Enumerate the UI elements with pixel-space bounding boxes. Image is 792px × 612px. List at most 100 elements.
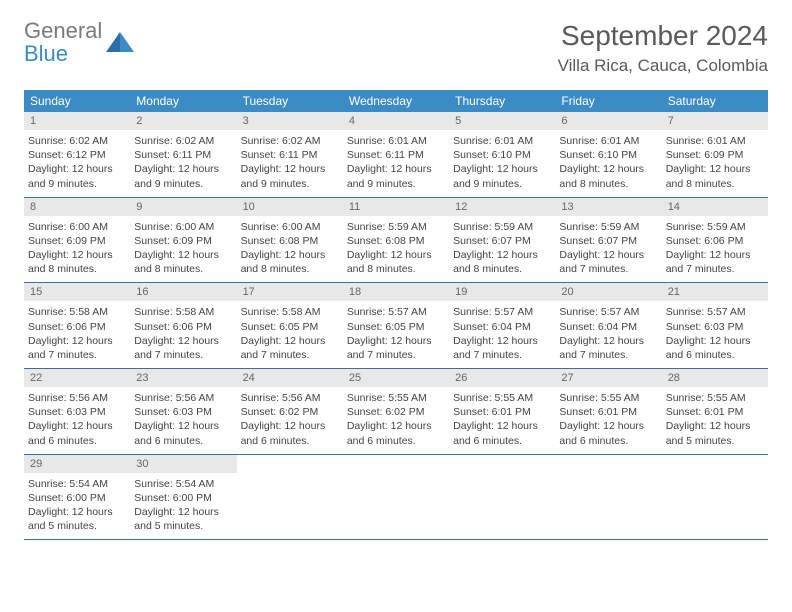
day-number: 3 xyxy=(237,112,343,130)
sunset-text: Sunset: 6:03 PM xyxy=(666,320,764,334)
day-cell: 30Sunrise: 5:54 AMSunset: 6:00 PMDayligh… xyxy=(130,455,236,540)
logo-blue-text: Blue xyxy=(24,41,68,66)
daylight-text: Daylight: 12 hours and 8 minutes. xyxy=(241,248,339,276)
day-number: 22 xyxy=(24,369,130,387)
day-header: Friday xyxy=(555,90,661,112)
day-cell: 25Sunrise: 5:55 AMSunset: 6:02 PMDayligh… xyxy=(343,369,449,454)
sunrise-text: Sunrise: 6:02 AM xyxy=(28,134,126,148)
day-body: Sunrise: 5:54 AMSunset: 6:00 PMDaylight:… xyxy=(24,473,130,534)
sunset-text: Sunset: 6:03 PM xyxy=(134,405,232,419)
day-cell: 23Sunrise: 5:56 AMSunset: 6:03 PMDayligh… xyxy=(130,369,236,454)
day-body: Sunrise: 5:59 AMSunset: 6:06 PMDaylight:… xyxy=(662,216,768,277)
sunset-text: Sunset: 6:02 PM xyxy=(241,405,339,419)
sunrise-text: Sunrise: 5:55 AM xyxy=(666,391,764,405)
day-number: 6 xyxy=(555,112,661,130)
day-header: Sunday xyxy=(24,90,130,112)
day-cell: 12Sunrise: 5:59 AMSunset: 6:07 PMDayligh… xyxy=(449,198,555,283)
sunrise-text: Sunrise: 5:59 AM xyxy=(453,220,551,234)
sunrise-text: Sunrise: 5:59 AM xyxy=(666,220,764,234)
daylight-text: Daylight: 12 hours and 5 minutes. xyxy=(134,505,232,533)
day-cell: .. xyxy=(555,455,661,540)
day-cell: 15 Sunrise: 5:58 AMSunset: 6:06 PMDayligh… xyxy=(24,283,130,368)
day-number: 13 xyxy=(555,198,661,216)
sunrise-text: Sunrise: 5:59 AM xyxy=(559,220,657,234)
day-cell: 18Sunrise: 5:57 AMSunset: 6:05 PMDayligh… xyxy=(343,283,449,368)
daylight-text: Daylight: 12 hours and 9 minutes. xyxy=(241,162,339,190)
day-cell: .. xyxy=(237,455,343,540)
sunrise-text: Sunrise: 5:57 AM xyxy=(453,305,551,319)
sunrise-text: Sunrise: 6:00 AM xyxy=(134,220,232,234)
day-body: Sunrise: 6:02 AMSunset: 6:11 PMDaylight:… xyxy=(130,130,236,191)
day-number: 24 xyxy=(237,369,343,387)
daylight-text: Daylight: 12 hours and 8 minutes. xyxy=(134,248,232,276)
sunrise-text: Sunrise: 5:58 AM xyxy=(28,305,126,319)
daylight-text: Daylight: 12 hours and 9 minutes. xyxy=(28,162,126,190)
day-cell: 19 Sunrise: 5:57 AMSunset: 6:04 PMDayligh… xyxy=(449,283,555,368)
daylight-text: Daylight: 12 hours and 7 minutes. xyxy=(28,334,126,362)
day-body: Sunrise: 5:58 AMSunset: 6:06 PMDaylight:… xyxy=(130,301,236,362)
week-row: 1Sunrise: 6:02 AMSunset: 6:12 PMDaylight… xyxy=(24,112,768,198)
daylight-text: Daylight: 12 hours and 7 minutes. xyxy=(347,334,445,362)
day-body: Sunrise: 5:56 AMSunset: 6:02 PMDaylight:… xyxy=(237,387,343,448)
day-number: 14 xyxy=(662,198,768,216)
daylight-text: Daylight: 12 hours and 6 minutes. xyxy=(559,419,657,447)
sunset-text: Sunset: 6:10 PM xyxy=(559,148,657,162)
day-body: Sunrise: 5:58 AMSunset: 6:05 PMDaylight:… xyxy=(237,301,343,362)
day-cell: 24Sunrise: 5:56 AMSunset: 6:02 PMDayligh… xyxy=(237,369,343,454)
day-cell: 22Sunrise: 5:56 AMSunset: 6:03 PMDayligh… xyxy=(24,369,130,454)
sunset-text: Sunset: 6:12 PM xyxy=(28,148,126,162)
sunrise-text: Sunrise: 5:55 AM xyxy=(559,391,657,405)
day-number: 27 xyxy=(555,369,661,387)
sunset-text: Sunset: 6:08 PM xyxy=(347,234,445,248)
day-body: Sunrise: 6:02 AMSunset: 6:12 PMDaylight:… xyxy=(24,130,130,191)
sunrise-text: Sunrise: 6:02 AM xyxy=(241,134,339,148)
sunset-text: Sunset: 6:11 PM xyxy=(134,148,232,162)
day-body: Sunrise: 5:57 AMSunset: 6:03 PMDaylight:… xyxy=(662,301,768,362)
day-number: 10 xyxy=(237,198,343,216)
sunset-text: Sunset: 6:08 PM xyxy=(241,234,339,248)
sunset-text: Sunset: 6:04 PM xyxy=(453,320,551,334)
daylight-text: Daylight: 12 hours and 7 minutes. xyxy=(559,334,657,362)
day-cell: 13Sunrise: 5:59 AMSunset: 6:07 PMDayligh… xyxy=(555,198,661,283)
day-number: 15 xyxy=(24,283,130,301)
day-cell: 4Sunrise: 6:01 AMSunset: 6:11 PMDaylight… xyxy=(343,112,449,197)
daylight-text: Daylight: 12 hours and 8 minutes. xyxy=(559,162,657,190)
day-number: 18 xyxy=(343,283,449,301)
day-body: Sunrise: 5:59 AMSunset: 6:08 PMDaylight:… xyxy=(343,216,449,277)
calendar: SundayMondayTuesdayWednesdayThursdayFrid… xyxy=(24,90,768,540)
day-body: Sunrise: 6:01 AMSunset: 6:10 PMDaylight:… xyxy=(449,130,555,191)
daylight-text: Daylight: 12 hours and 7 minutes. xyxy=(453,334,551,362)
sunset-text: Sunset: 6:01 PM xyxy=(453,405,551,419)
day-cell: 1Sunrise: 6:02 AMSunset: 6:12 PMDaylight… xyxy=(24,112,130,197)
day-body: Sunrise: 6:00 AMSunset: 6:08 PMDaylight:… xyxy=(237,216,343,277)
day-cell: .. xyxy=(343,455,449,540)
sunset-text: Sunset: 6:09 PM xyxy=(28,234,126,248)
sunset-text: Sunset: 6:09 PM xyxy=(134,234,232,248)
sunset-text: Sunset: 6:07 PM xyxy=(453,234,551,248)
day-body: Sunrise: 5:55 AMSunset: 6:01 PMDaylight:… xyxy=(449,387,555,448)
sunset-text: Sunset: 6:06 PM xyxy=(28,320,126,334)
location-text: Villa Rica, Cauca, Colombia xyxy=(558,56,768,76)
day-cell: 11Sunrise: 5:59 AMSunset: 6:08 PMDayligh… xyxy=(343,198,449,283)
sunrise-text: Sunrise: 5:57 AM xyxy=(559,305,657,319)
sunrise-text: Sunrise: 5:58 AM xyxy=(241,305,339,319)
day-number: 25 xyxy=(343,369,449,387)
sunrise-text: Sunrise: 5:54 AM xyxy=(134,477,232,491)
daylight-text: Daylight: 12 hours and 7 minutes. xyxy=(241,334,339,362)
day-number: 19 xyxy=(449,283,555,301)
day-number: 17 xyxy=(237,283,343,301)
day-number: 12 xyxy=(449,198,555,216)
sunrise-text: Sunrise: 5:55 AM xyxy=(453,391,551,405)
day-number: 26 xyxy=(449,369,555,387)
day-number: 5 xyxy=(449,112,555,130)
header: General Blue September 2024 Villa Rica, … xyxy=(24,20,768,76)
sunrise-text: Sunrise: 6:01 AM xyxy=(347,134,445,148)
sunrise-text: Sunrise: 5:57 AM xyxy=(347,305,445,319)
day-header: Saturday xyxy=(662,90,768,112)
daylight-text: Daylight: 12 hours and 8 minutes. xyxy=(28,248,126,276)
sunrise-text: Sunrise: 5:56 AM xyxy=(241,391,339,405)
daylight-text: Daylight: 12 hours and 8 minutes. xyxy=(666,162,764,190)
sunset-text: Sunset: 6:07 PM xyxy=(559,234,657,248)
week-row: 22 Sunrise: 5:56 AM Sunset: 6:03 PM Dayligh… xyxy=(24,369,768,455)
day-cell: 29Sunrise: 5:54 AMSunset: 6:00 PMDayligh… xyxy=(24,455,130,540)
